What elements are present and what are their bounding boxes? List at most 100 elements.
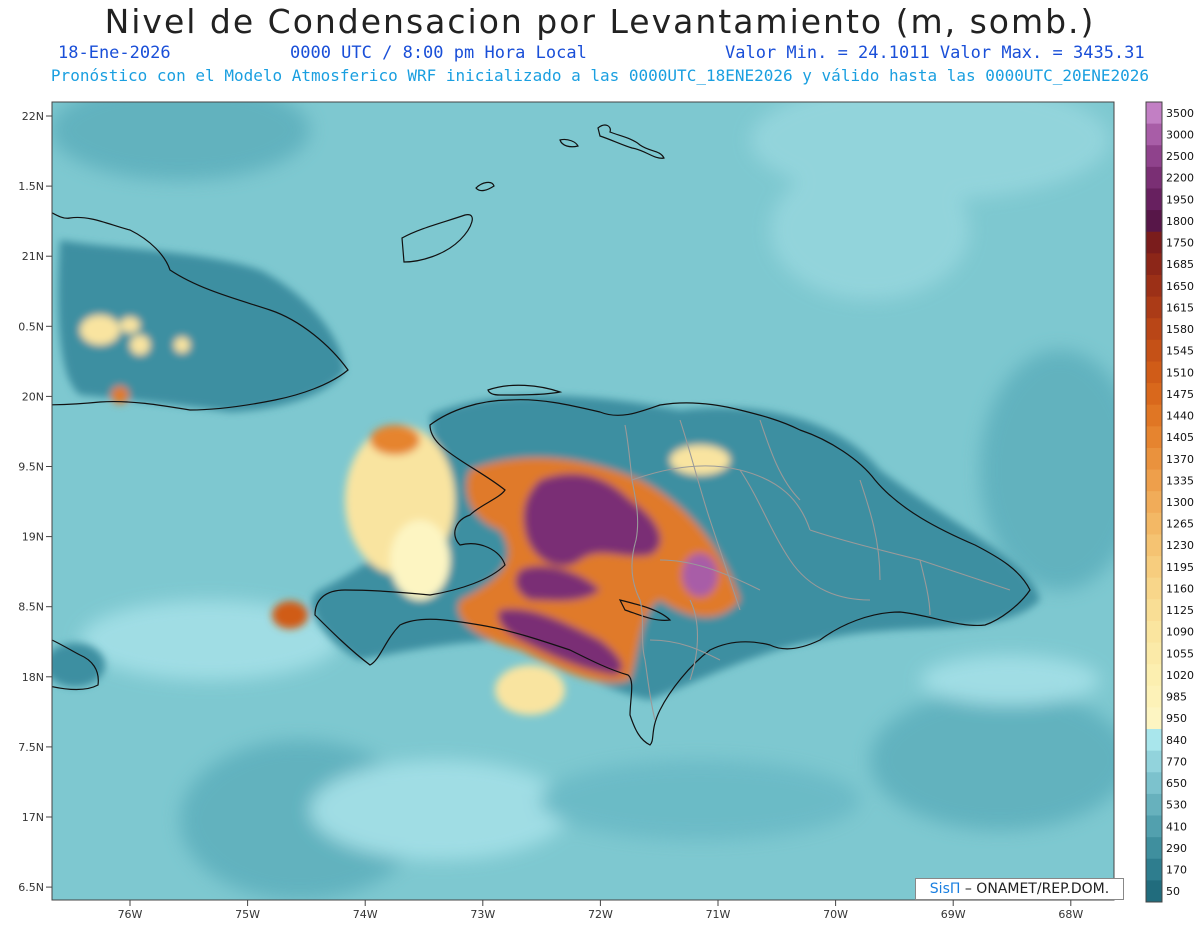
colorbar-label: 1195 xyxy=(1166,561,1194,574)
lat-tick-label: 17N xyxy=(22,811,44,824)
lon-tick-label: 69W xyxy=(941,908,966,921)
colorbar-label: 530 xyxy=(1166,799,1187,812)
lat-tick-label: 9.5N xyxy=(18,461,44,474)
colorbar-label: 1510 xyxy=(1166,366,1194,379)
map-title: Nivel de Condensacion por Levantamiento … xyxy=(104,2,1096,41)
colorbar-swatch xyxy=(1146,793,1162,817)
forecast-date: 18-Ene-2026 xyxy=(58,43,171,63)
forecast-time: 0000 UTC / 8:00 pm Hora Local xyxy=(290,43,587,63)
colorbar-label: 1545 xyxy=(1166,345,1194,358)
colorbar-swatch xyxy=(1146,512,1162,535)
sispi-logo: SisΠ xyxy=(929,881,961,897)
colorbar-label: 1685 xyxy=(1166,258,1194,271)
colorbar-swatch xyxy=(1146,750,1162,773)
coastlines xyxy=(52,124,1031,746)
lon-tick-label: 71W xyxy=(706,908,731,921)
colorbar-frame xyxy=(1145,101,1163,903)
colorbar-swatch xyxy=(1146,210,1162,233)
colorbar-label: 3000 xyxy=(1166,128,1194,141)
colorbar-label: 2200 xyxy=(1166,172,1194,185)
colorbar-swatch xyxy=(1146,231,1162,254)
colorbar-swatch xyxy=(1146,469,1162,492)
field-layer xyxy=(52,102,1114,900)
colorbar-label: 1335 xyxy=(1166,474,1194,487)
colorbar-label: 1230 xyxy=(1166,539,1194,552)
colorbar-label: 1090 xyxy=(1166,626,1194,639)
colorbar-label: 1300 xyxy=(1166,496,1194,509)
colorbar-label: 1265 xyxy=(1166,518,1194,531)
colorbar-swatch xyxy=(1146,685,1162,708)
colorbar-swatch xyxy=(1146,253,1162,276)
colorbar-label: 1950 xyxy=(1166,193,1194,206)
plot-frame xyxy=(51,101,1115,901)
colorbar-swatch xyxy=(1146,772,1162,795)
lon-tick-label: 68W xyxy=(1058,908,1083,921)
colorbar-label: 1405 xyxy=(1166,431,1194,444)
colorbar-swatch xyxy=(1146,447,1162,471)
colorbar-swatch xyxy=(1146,145,1162,168)
colorbar-swatch xyxy=(1146,858,1162,881)
colorbar-swatch xyxy=(1146,383,1162,406)
colorbar-label: 1125 xyxy=(1166,604,1194,617)
colorbar-swatch xyxy=(1146,491,1162,514)
colorbar-label: 290 xyxy=(1166,842,1187,855)
colorbar-label: 950 xyxy=(1166,712,1187,725)
credit-box: SisΠ – ONAMET/REP.DOM. xyxy=(915,878,1124,900)
lon-tick-label: 72W xyxy=(588,908,613,921)
colorbar-label: 3500 xyxy=(1166,107,1194,120)
colorbar-label: 1370 xyxy=(1166,453,1194,466)
colorbar-swatch xyxy=(1146,166,1162,189)
colorbar-label: 650 xyxy=(1166,777,1187,790)
colorbar-label: 170 xyxy=(1166,864,1187,877)
colorbar-swatch xyxy=(1146,296,1162,319)
lat-tick-label: 1.5N xyxy=(18,180,44,193)
colorbar-swatch xyxy=(1146,815,1162,838)
value-min-max: Valor Min. = 24.1011 Valor Max. = 3435.3… xyxy=(725,43,1145,63)
lat-tick-label: 18N xyxy=(22,671,44,684)
lon-tick-label: 76W xyxy=(118,908,143,921)
colorbar-label: 985 xyxy=(1166,691,1187,704)
lon-tick-label: 73W xyxy=(470,908,495,921)
colorbar-swatch xyxy=(1146,880,1162,903)
colorbar-label: 1440 xyxy=(1166,410,1194,423)
colorbar-swatch xyxy=(1146,534,1162,557)
lat-tick-label: 21N xyxy=(22,250,44,263)
latitude-axis: 22N 1.5N 21N 0.5N 20N 9.5N 19N 8.5N 18N 7.5N 17N 6.… xyxy=(18,110,52,894)
colorbar-swatch xyxy=(1146,426,1162,449)
colorbar-swatch xyxy=(1146,361,1162,384)
colorbar-swatch xyxy=(1146,664,1162,687)
lat-tick-label: 22N xyxy=(22,110,44,123)
lon-tick-label: 74W xyxy=(353,908,378,921)
colorbar-label: 1580 xyxy=(1166,323,1194,336)
colorbar-swatch xyxy=(1146,274,1162,298)
colorbar-swatch xyxy=(1146,556,1162,579)
colorbar: 3500 3000 2500 2200 1950 1800 1750 1685 1650 1615… xyxy=(1145,101,1194,903)
colorbar-swatch xyxy=(1146,339,1162,362)
colorbar-label: 770 xyxy=(1166,755,1187,768)
lat-tick-label: 7.5N xyxy=(18,741,44,754)
colorbar-label: 2500 xyxy=(1166,150,1194,163)
colorbar-swatch xyxy=(1146,188,1162,211)
colorbar-swatch xyxy=(1146,707,1162,730)
colorbar-label: 1475 xyxy=(1166,388,1194,401)
colorbar-label: 1020 xyxy=(1166,669,1194,682)
longitude-axis: 76W 75W 74W 73W 72W 71W 70W 69W 68W xyxy=(118,900,1083,921)
colorbar-label: 410 xyxy=(1166,820,1187,833)
colorbar-swatch xyxy=(1146,404,1162,427)
lat-tick-label: 0.5N xyxy=(18,320,44,333)
colorbar-label: 50 xyxy=(1166,885,1180,898)
colorbar-swatch xyxy=(1146,577,1162,600)
colorbar-label: 840 xyxy=(1166,734,1187,747)
lon-tick-label: 75W xyxy=(235,908,260,921)
colorbar-label: 1160 xyxy=(1166,582,1194,595)
colorbar-label: 1750 xyxy=(1166,237,1194,250)
colorbar-swatch xyxy=(1146,837,1162,860)
credit-org: – ONAMET/REP.DOM. xyxy=(964,881,1110,897)
lat-tick-label: 20N xyxy=(22,390,44,403)
colorbar-swatch xyxy=(1146,123,1162,146)
colorbar-swatch xyxy=(1146,102,1162,125)
colorbar-label: 1800 xyxy=(1166,215,1194,228)
lat-tick-label: 6.5N xyxy=(18,881,44,894)
model-description: Pronóstico con el Modelo Atmosferico WRF… xyxy=(50,66,1150,85)
